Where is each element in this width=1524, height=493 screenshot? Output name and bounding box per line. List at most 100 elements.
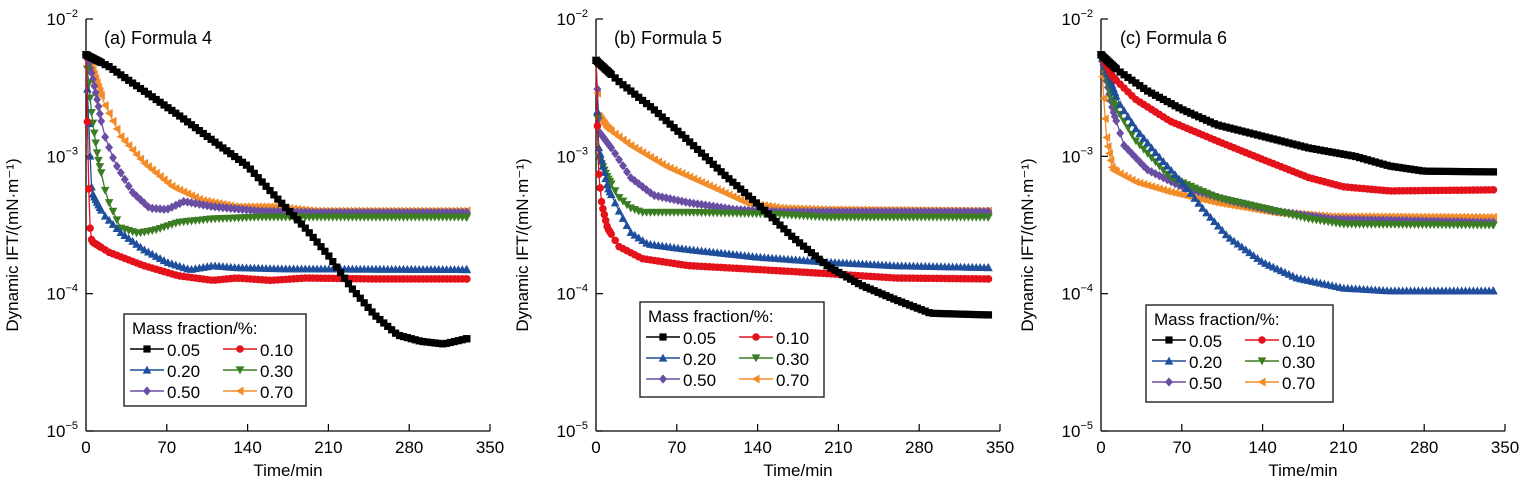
data-point: [1198, 203, 1207, 212]
data-point: [799, 242, 808, 250]
legend-label: 0.20: [683, 350, 716, 369]
data-point: [407, 335, 415, 343]
chart-panel-c: (c) Formula 6 Time/min Dynamic IFT/(mN·m…: [1018, 8, 1519, 480]
data-point: [1218, 122, 1226, 130]
data-point: [1457, 167, 1466, 176]
data-point: [1108, 102, 1117, 112]
data-point: [132, 150, 141, 159]
data-point: [1163, 97, 1171, 106]
data-point: [227, 150, 235, 158]
data-point: [701, 200, 710, 210]
data-point: [677, 196, 686, 206]
data-point: [866, 285, 874, 293]
legend-item-0.20: 0.20: [646, 350, 716, 369]
data-point: [1100, 114, 1109, 124]
data-point: [1344, 151, 1352, 159]
legend-label: 0.70: [260, 383, 293, 402]
data-point: [929, 309, 937, 317]
data-point: [1387, 162, 1395, 170]
data-point: [1139, 133, 1149, 142]
legend-marker: [1258, 336, 1266, 344]
x-tick-label: 140: [1248, 438, 1276, 457]
legend-item-0.70: 0.70: [223, 383, 293, 402]
data-point: [286, 207, 294, 216]
data-point: [933, 309, 941, 318]
data-point: [321, 247, 329, 255]
data-point: [1099, 94, 1108, 103]
legend-label: 0.10: [776, 329, 809, 348]
data-point: [305, 229, 313, 237]
data-point: [741, 188, 749, 197]
data-point: [1450, 167, 1458, 176]
data-point: [1151, 148, 1160, 157]
data-point: [1301, 143, 1309, 151]
data-point: [100, 101, 109, 110]
data-point: [1375, 159, 1383, 167]
data-point: [83, 65, 92, 74]
data-point: [1102, 133, 1111, 142]
legend-item-0.30: 0.30: [739, 350, 809, 369]
data-point: [152, 95, 160, 104]
data-point: [219, 144, 227, 152]
data-point: [1159, 95, 1167, 104]
data-point: [1246, 129, 1254, 137]
data-point: [776, 221, 784, 229]
data-point: [1213, 198, 1222, 208]
data-point: [1410, 166, 1419, 174]
data-point: [913, 304, 921, 312]
y-axis-title: Dynamic IFT/(mN·m⁻¹): [513, 158, 532, 331]
data-point: [120, 174, 129, 185]
data-point: [768, 214, 776, 222]
data-point: [1446, 167, 1454, 176]
data-point: [121, 73, 129, 82]
data-point: [984, 311, 993, 319]
data-point: [631, 90, 639, 98]
data-point: [593, 122, 602, 130]
data-point: [689, 198, 698, 209]
data-point: [803, 245, 812, 254]
data-point: [630, 176, 639, 186]
data-point: [403, 334, 411, 342]
data-point: [92, 149, 102, 158]
data-point: [945, 310, 953, 318]
data-point: [136, 195, 145, 205]
data-point: [646, 103, 655, 111]
legend-item-0.50: 0.50: [646, 371, 716, 390]
data-point: [223, 147, 231, 155]
data-point: [594, 143, 604, 152]
data-point: [835, 268, 843, 277]
data-point: [968, 310, 976, 319]
data-point: [1379, 215, 1388, 225]
x-tick-label: 280: [1410, 438, 1438, 457]
data-point: [1253, 131, 1262, 139]
data-point: [1183, 107, 1191, 116]
data-point: [325, 252, 333, 260]
data-point: [1253, 253, 1262, 262]
data-point: [1293, 141, 1301, 149]
data-point: [462, 213, 472, 222]
data-point: [1473, 168, 1481, 176]
legend-marker: [659, 374, 667, 384]
data-point: [395, 331, 404, 340]
data-point: [1127, 130, 1137, 139]
data-point: [337, 269, 345, 277]
data-point: [705, 201, 714, 211]
data-point: [976, 311, 984, 319]
data-point: [780, 225, 788, 233]
legend-item-0.50: 0.50: [1152, 374, 1222, 393]
data-point: [1178, 190, 1187, 200]
data-point: [1418, 167, 1426, 175]
data-point: [784, 228, 792, 237]
data-point: [1434, 216, 1443, 226]
data-point: [391, 329, 400, 337]
data-point: [180, 115, 188, 123]
data-point: [384, 322, 392, 330]
data-point: [870, 287, 878, 295]
data-point: [1202, 196, 1211, 205]
x-tick-label: 0: [81, 438, 90, 457]
data-point: [1245, 248, 1254, 257]
data-point: [132, 191, 141, 201]
data-point: [124, 181, 133, 191]
data-point: [1155, 93, 1164, 101]
data-point: [1454, 167, 1462, 176]
